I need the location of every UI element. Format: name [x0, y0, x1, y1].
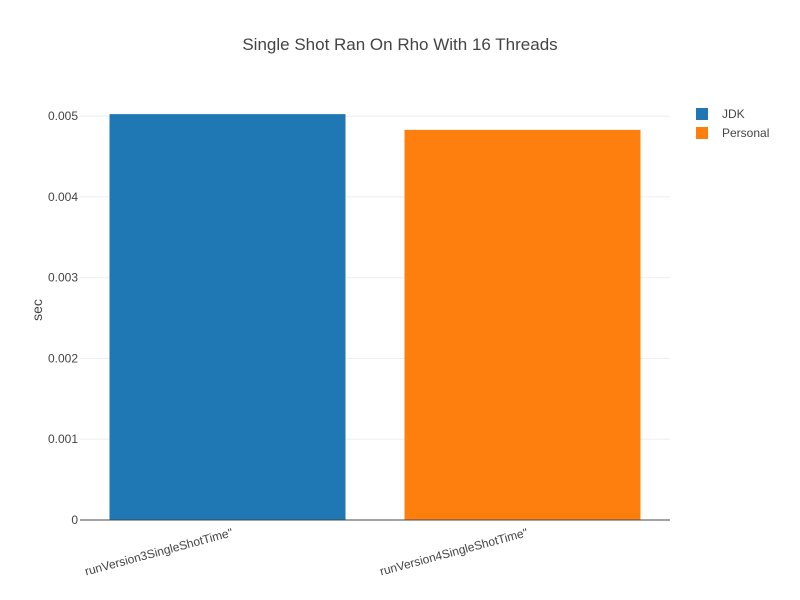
bar-personal[interactable] — [404, 129, 641, 520]
legend-label-personal[interactable]: Personal — [722, 126, 769, 140]
y-tick-label: 0.002 — [48, 351, 78, 365]
y-tick-label: 0.001 — [48, 432, 78, 446]
bar-jdk[interactable] — [109, 114, 346, 520]
legend-swatch-jdk[interactable] — [696, 108, 708, 120]
chart-title: Single Shot Ran On Rho With 16 Threads — [242, 35, 557, 54]
y-tick-label: 0.004 — [48, 190, 78, 204]
bars — [109, 114, 641, 520]
legend: JDK Personal — [696, 107, 769, 140]
y-axis-title: sec — [29, 299, 45, 321]
x-tick-label: runVersion4SingleShotTime" — [378, 525, 529, 578]
legend-label-jdk[interactable]: JDK — [722, 107, 745, 121]
legend-swatch-personal[interactable] — [696, 127, 708, 139]
y-tick-label: 0 — [71, 513, 78, 527]
y-tick-label: 0.005 — [48, 109, 78, 123]
x-tick-label: runVersion3SingleShotTime" — [83, 525, 234, 578]
y-tick-label: 0.003 — [48, 271, 78, 285]
